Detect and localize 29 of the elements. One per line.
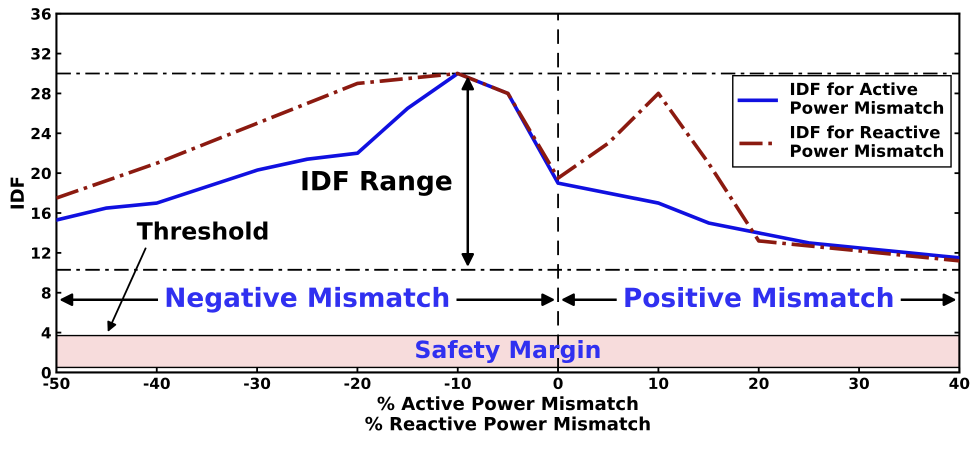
y-tick-label: 32: [31, 48, 50, 60]
band-label: Safety Margin: [416, 340, 600, 364]
x-tick-label: 40: [949, 378, 970, 390]
annotation: IDF Range: [302, 170, 452, 196]
x-tick-label: 0: [553, 378, 563, 390]
y-axis-title: IDF: [10, 178, 24, 208]
y-tick-label: 28: [32, 88, 51, 100]
y-tick-label: 0: [42, 366, 51, 378]
x-tick-label: -30: [244, 378, 270, 390]
x-tick-label: -50: [43, 378, 70, 390]
y-tick-label: 36: [31, 8, 51, 20]
x-tick-label: -10: [444, 378, 471, 390]
annotation: Positive Mismatch: [625, 286, 892, 308]
y-tick-label: 16: [32, 207, 51, 220]
y-tick-label: 12: [32, 247, 50, 259]
legend-label: IDF for Active Power Mismatch: [790, 82, 944, 114]
x-tick-label: 30: [849, 378, 869, 390]
annotation: Negative Mismatch: [166, 286, 448, 313]
y-tick-label: 4: [42, 327, 51, 338]
y-tick-label: 20: [32, 168, 51, 180]
x-tick-label: -40: [144, 378, 170, 390]
x-axis-title: % Active Power Mismatch % Reactive Power Mismatch: [365, 396, 650, 430]
y-tick-label: 24: [32, 128, 51, 140]
annotation: Threshold: [136, 222, 268, 240]
legend-label: IDF for Reactive Power Mismatch: [790, 126, 944, 158]
x-tick-label: 10: [649, 378, 668, 390]
x-tick-label: -20: [344, 378, 370, 390]
y-tick-label: 8: [42, 287, 51, 299]
x-tick-label: 20: [749, 378, 769, 390]
